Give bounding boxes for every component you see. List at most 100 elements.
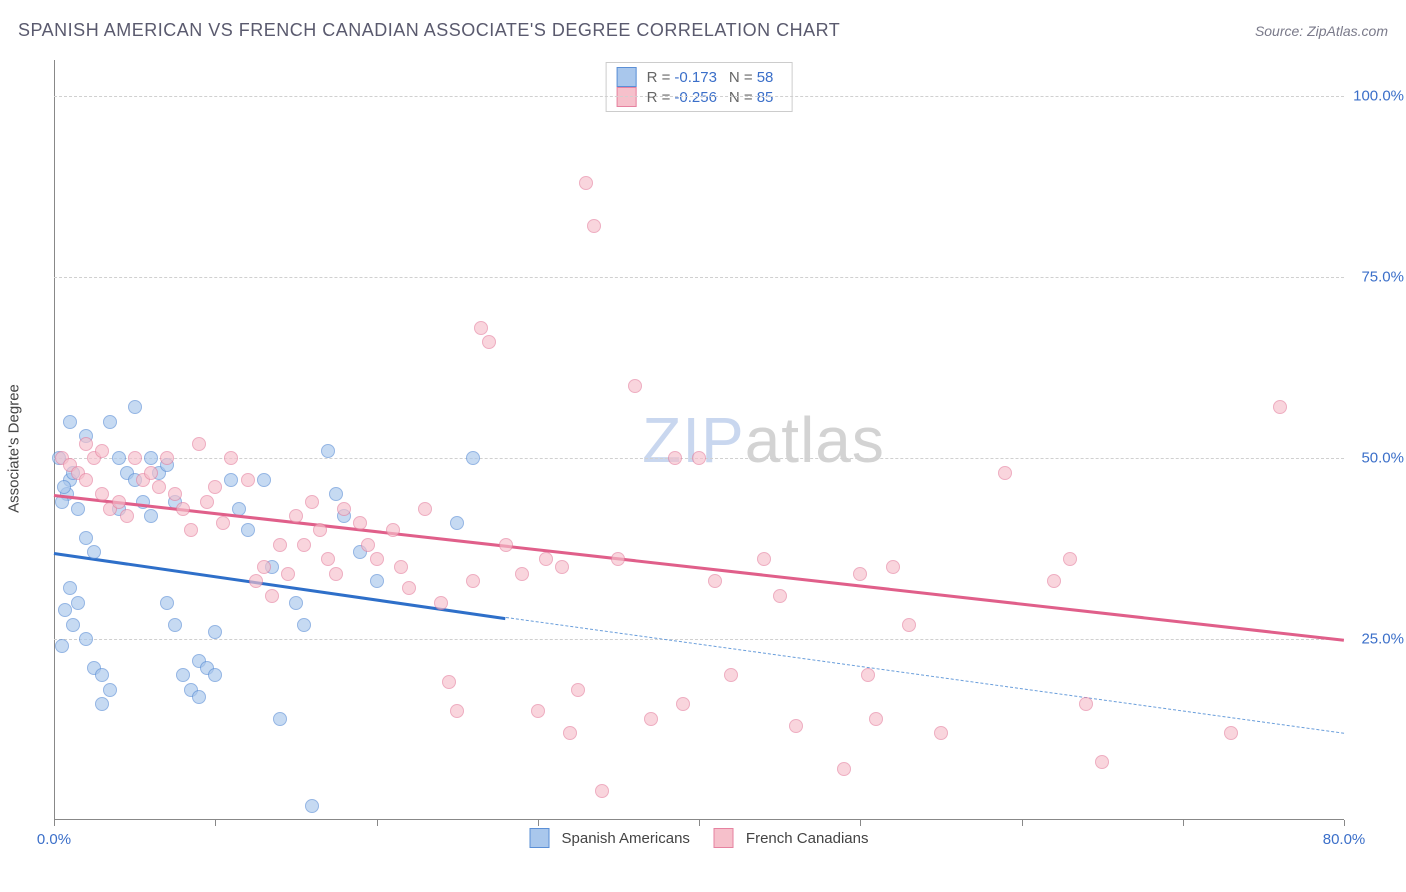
legend-label: Spanish Americans	[562, 830, 690, 847]
x-tick	[1183, 820, 1184, 826]
title-bar: SPANISH AMERICAN VS FRENCH CANADIAN ASSO…	[18, 20, 1388, 41]
data-point	[66, 618, 80, 632]
data-point	[184, 523, 198, 537]
data-point	[418, 502, 432, 516]
data-point	[192, 690, 206, 704]
data-point	[265, 589, 279, 603]
data-point	[281, 567, 295, 581]
data-point	[499, 538, 513, 552]
y-tick-label: 75.0%	[1361, 269, 1404, 286]
data-point	[1063, 552, 1077, 566]
data-point	[144, 509, 158, 523]
r-value: -0.173	[674, 69, 717, 86]
data-point	[450, 704, 464, 718]
data-point	[628, 379, 642, 393]
data-point	[71, 502, 85, 516]
legend-swatch	[714, 828, 734, 848]
data-point	[370, 574, 384, 588]
data-point	[1095, 755, 1109, 769]
x-tick	[377, 820, 378, 826]
data-point	[370, 552, 384, 566]
data-point	[120, 509, 134, 523]
legend-item: French Canadians	[714, 828, 869, 848]
data-point	[208, 668, 222, 682]
data-point	[329, 567, 343, 581]
legend-label: French Canadians	[746, 830, 869, 847]
stats-legend-box: R = -0.173 N = 58R = -0.256 N = 85	[606, 62, 793, 112]
data-point	[402, 581, 416, 595]
data-point	[273, 538, 287, 552]
data-point	[611, 552, 625, 566]
data-point	[241, 523, 255, 537]
data-point	[1079, 697, 1093, 711]
x-tick	[538, 820, 539, 826]
data-point	[249, 574, 263, 588]
data-point	[861, 668, 875, 682]
data-point	[724, 668, 738, 682]
watermark-atlas: atlas	[745, 404, 885, 476]
data-point	[63, 581, 77, 595]
watermark-zip: ZIP	[642, 404, 745, 476]
gridline	[54, 639, 1344, 640]
data-point	[329, 487, 343, 501]
series-legend: Spanish Americans French Canadians	[530, 828, 869, 848]
chart-title: SPANISH AMERICAN VS FRENCH CANADIAN ASSO…	[18, 20, 840, 41]
data-point	[103, 683, 117, 697]
data-point	[1224, 726, 1238, 740]
data-point	[337, 502, 351, 516]
data-point	[192, 437, 206, 451]
data-point	[668, 451, 682, 465]
data-point	[297, 538, 311, 552]
data-point	[708, 574, 722, 588]
data-point	[595, 784, 609, 798]
data-point	[305, 495, 319, 509]
data-point	[853, 567, 867, 581]
trend-line	[505, 617, 1344, 734]
data-point	[257, 473, 271, 487]
data-point	[563, 726, 577, 740]
data-point	[176, 502, 190, 516]
data-point	[998, 466, 1012, 480]
gridline	[54, 277, 1344, 278]
data-point	[386, 523, 400, 537]
data-point	[297, 618, 311, 632]
data-point	[58, 603, 72, 617]
data-point	[103, 415, 117, 429]
data-point	[587, 219, 601, 233]
data-point	[571, 683, 585, 697]
data-point	[168, 487, 182, 501]
x-tick	[215, 820, 216, 826]
data-point	[289, 509, 303, 523]
y-axis-label: Associate's Degree	[6, 384, 23, 513]
data-point	[273, 712, 287, 726]
data-point	[95, 487, 109, 501]
data-point	[442, 675, 456, 689]
data-point	[789, 719, 803, 733]
x-tick	[1022, 820, 1023, 826]
y-tick-label: 100.0%	[1353, 88, 1404, 105]
data-point	[902, 618, 916, 632]
data-point	[79, 473, 93, 487]
data-point	[394, 560, 408, 574]
data-point	[63, 415, 77, 429]
trend-line	[54, 552, 506, 620]
x-tick	[54, 820, 55, 826]
data-point	[773, 589, 787, 603]
data-point	[1273, 400, 1287, 414]
data-point	[128, 400, 142, 414]
data-point	[555, 560, 569, 574]
y-tick-label: 50.0%	[1361, 450, 1404, 467]
data-point	[112, 451, 126, 465]
data-point	[112, 495, 126, 509]
data-point	[515, 567, 529, 581]
data-point	[208, 625, 222, 639]
data-point	[200, 495, 214, 509]
data-point	[79, 437, 93, 451]
data-point	[450, 516, 464, 530]
data-point	[757, 552, 771, 566]
n-label: N =	[729, 69, 753, 86]
data-point	[95, 444, 109, 458]
data-point	[79, 531, 93, 545]
n-value: 58	[757, 69, 774, 86]
data-point	[531, 704, 545, 718]
